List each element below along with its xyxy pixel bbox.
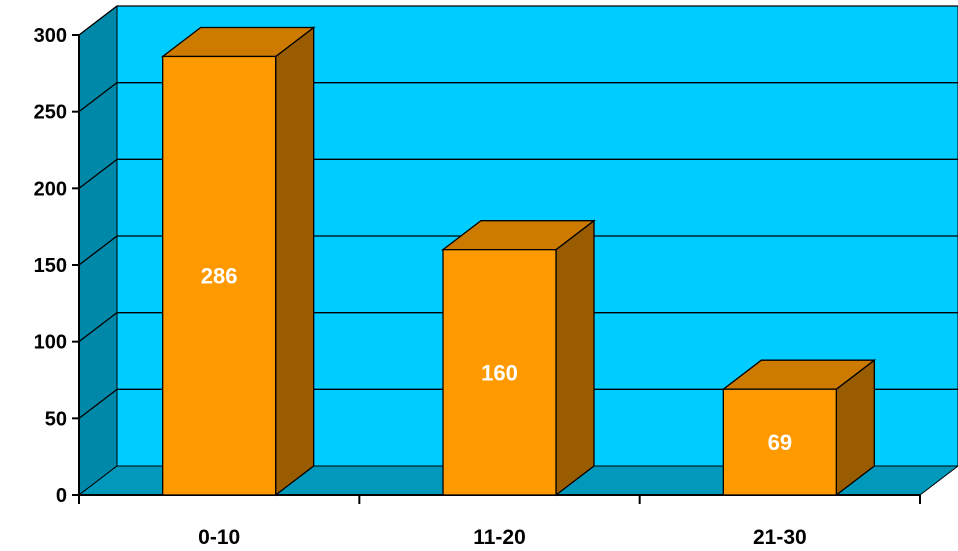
data-label: 69 bbox=[768, 430, 792, 455]
gridline-diagonal bbox=[78, 235, 118, 266]
y-tick-label: 150 bbox=[34, 255, 67, 277]
y-tick-label: 50 bbox=[45, 408, 67, 430]
data-label: 160 bbox=[481, 360, 518, 385]
gridline-diagonal bbox=[78, 158, 118, 189]
x-tick-label: 11-20 bbox=[473, 526, 526, 549]
y-tick-label: 300 bbox=[34, 25, 67, 47]
y-tick-label: 250 bbox=[34, 102, 67, 124]
bars bbox=[160, 26, 877, 497]
bar-11-20 bbox=[441, 219, 596, 497]
data-label: 286 bbox=[201, 264, 238, 289]
y-tick-label: 200 bbox=[34, 178, 67, 200]
bar-side bbox=[555, 219, 595, 497]
bar bbox=[162, 55, 277, 496]
labels: 0 50 100 150 200 250 300 286 0-10 160 11-20 69 21-30 bbox=[34, 25, 807, 549]
gridline-diagonal bbox=[78, 5, 118, 36]
bar bbox=[722, 388, 837, 496]
gridline-diagonal bbox=[78, 312, 118, 343]
x-tick-label: 21-30 bbox=[753, 526, 807, 549]
gridline-diagonal bbox=[78, 82, 118, 113]
x-tick-label: 0-10 bbox=[198, 526, 240, 549]
bar-0-10 bbox=[160, 26, 316, 497]
y-tick-label: 0 bbox=[56, 485, 67, 507]
bar bbox=[442, 249, 557, 496]
bar-side bbox=[275, 26, 315, 497]
bar-21-30 bbox=[721, 358, 877, 497]
y-tick-label: 100 bbox=[34, 332, 67, 354]
gridline-diagonal bbox=[78, 388, 118, 419]
